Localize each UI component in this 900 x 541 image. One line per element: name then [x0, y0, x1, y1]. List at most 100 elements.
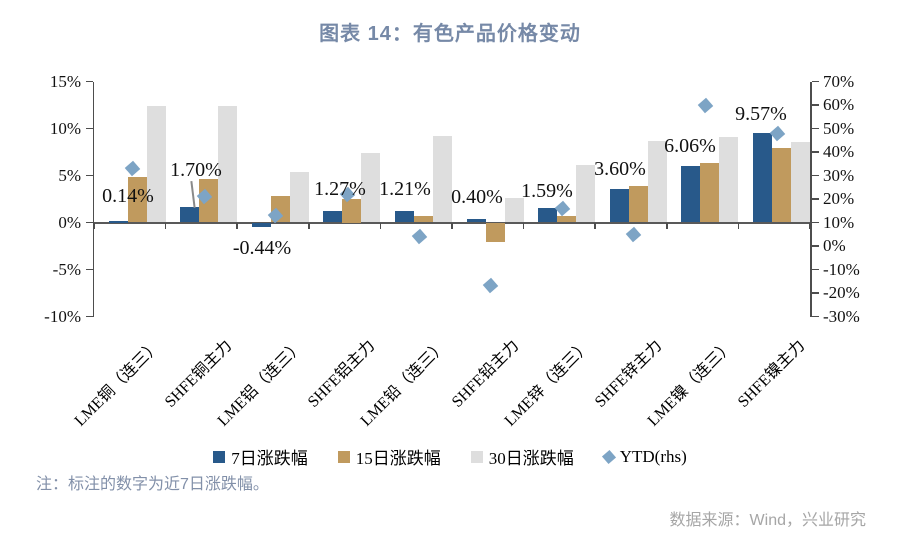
data-label: 1.70%	[170, 159, 222, 181]
y-axis-left-tick	[86, 80, 93, 83]
legend-label-ytd: YTD(rhs)	[619, 446, 687, 466]
y-axis-right-tick-label: 30%	[823, 165, 855, 185]
data-source: 数据来源：Wind，兴业研究	[669, 512, 866, 529]
bar-15日涨跌幅	[485, 222, 505, 243]
bar-30日涨跌幅	[791, 141, 810, 223]
y-axis-right-tick-label: 60%	[823, 95, 855, 114]
y-axis-right-tick-label: -30%	[823, 306, 860, 326]
bar-15日涨跌幅	[342, 199, 362, 223]
bar-7日涨跌幅	[538, 207, 558, 223]
bar-7日涨跌幅	[466, 218, 486, 223]
bar-15日涨跌幅	[628, 185, 648, 223]
x-axis-tick	[737, 222, 740, 229]
bar-30日涨跌幅	[647, 140, 667, 223]
x-axis-tick	[93, 222, 95, 229]
y-axis-left-tick-label: -5%	[52, 259, 81, 279]
data-label: 9.57%	[735, 103, 787, 125]
y-axis-right-tick-label: -10%	[823, 259, 860, 279]
data-label: -0.44%	[232, 237, 292, 259]
bar-30日涨跌幅	[289, 171, 309, 223]
x-axis-tick	[308, 222, 310, 229]
bar-30日涨跌幅	[146, 105, 166, 223]
footnote: 注：标注的数字为近7日涨跌幅。	[36, 476, 269, 493]
y-axis-right-tick	[811, 245, 819, 247]
legend-swatch-30d-icon	[470, 450, 483, 463]
x-axis-tick	[809, 222, 811, 229]
bar-7日涨跌幅	[108, 221, 128, 223]
y-axis-right-tick	[811, 268, 819, 271]
data-label: 0.40%	[451, 186, 503, 208]
data-label: 1.21%	[379, 178, 431, 200]
legend-swatch-7d-icon	[213, 450, 226, 463]
y-axis-right-tick-label: -20%	[823, 283, 860, 302]
y-axis-left-tick-label: 0%	[58, 212, 81, 232]
bar-7日涨跌幅	[681, 165, 701, 223]
bar-7日涨跌幅	[753, 132, 772, 223]
bar-7日涨跌幅	[180, 206, 200, 223]
y-axis-right-tick-label: 50%	[823, 118, 855, 138]
y-axis-right-tick	[811, 80, 819, 83]
data-label: 1.59%	[521, 180, 573, 202]
y-axis-right-tick	[811, 221, 819, 224]
bar-15日涨跌幅	[414, 215, 433, 223]
y-axis-right-tick-label: 40%	[823, 142, 855, 161]
bar-30日涨跌幅	[719, 136, 739, 223]
bar-7日涨跌幅	[609, 188, 629, 223]
y-axis-right-tick	[811, 127, 819, 130]
legend-item-ytd: YTD(rhs)	[601, 446, 687, 467]
bar-7日涨跌幅	[323, 210, 343, 223]
y-axis-left-tick-label: 10%	[49, 118, 81, 138]
y-axis-right-tick	[811, 292, 819, 294]
x-axis-tick	[522, 222, 525, 229]
y-axis-right-tick	[811, 104, 819, 106]
y-axis-left-tick-label: 15%	[49, 71, 81, 91]
data-label: 1.27%	[314, 178, 366, 200]
legend-item-15d: 15日涨跌幅	[337, 444, 441, 469]
y-axis-right-tick-label: 0%	[823, 236, 846, 255]
ytd-diamond	[411, 228, 427, 245]
y-axis-left-line	[92, 81, 94, 317]
y-axis-left-tick	[86, 127, 93, 130]
y-axis-right-tick-label: 20%	[823, 189, 855, 208]
y-axis-right-line	[810, 81, 812, 317]
bar-7日涨跌幅	[395, 211, 414, 223]
legend-label-7d: 7日涨跌幅	[231, 449, 308, 468]
bar-15日涨跌幅	[557, 215, 577, 223]
legend-swatch-ytd-diamond-icon	[601, 449, 616, 464]
bar-30日涨跌幅	[218, 105, 238, 223]
x-axis-tick	[164, 222, 167, 229]
x-axis-tick	[236, 222, 238, 229]
legend-label-30d: 30日涨跌幅	[488, 449, 574, 468]
bar-15日涨跌幅	[772, 148, 791, 223]
y-axis-right-tick-label: 70%	[823, 71, 855, 91]
x-axis-tick	[666, 222, 668, 229]
y-axis-right-tick	[811, 315, 819, 318]
x-category-label: SHFE镍主力	[734, 337, 809, 411]
ytd-diamond	[482, 278, 499, 294]
y-axis-right-tick	[811, 151, 819, 153]
legend: 7日涨跌幅 15日涨跌幅 30日涨跌幅 YTD(rhs)	[0, 444, 900, 469]
x-axis-tick	[451, 222, 453, 229]
x-axis-tick	[594, 222, 596, 229]
bar-30日涨跌幅	[433, 136, 452, 223]
bar-15日涨跌幅	[700, 163, 720, 223]
y-axis-right-tick	[811, 174, 819, 177]
legend-label-15d: 15日涨跌幅	[355, 449, 441, 468]
ytd-diamond	[626, 226, 642, 243]
y-axis-right-tick	[811, 198, 819, 200]
data-label: 3.60%	[594, 158, 646, 180]
x-axis-tick	[379, 222, 382, 229]
y-axis-left-tick	[86, 315, 93, 318]
data-label: 0.14%	[102, 185, 154, 207]
data-label: 6.06%	[664, 135, 716, 157]
bar-30日涨跌幅	[504, 198, 524, 223]
legend-item-7d: 7日涨跌幅	[213, 444, 308, 469]
bar-30日涨跌幅	[576, 165, 596, 223]
y-axis-left-tick	[86, 268, 93, 271]
bar-15日涨跌幅	[127, 177, 147, 223]
y-axis-left-tick-label: 5%	[58, 165, 81, 185]
y-axis-left-tick-label: -10%	[44, 306, 81, 326]
bar-30日涨跌幅	[361, 152, 381, 223]
x-category-label: LME铜（连三）	[71, 337, 165, 430]
